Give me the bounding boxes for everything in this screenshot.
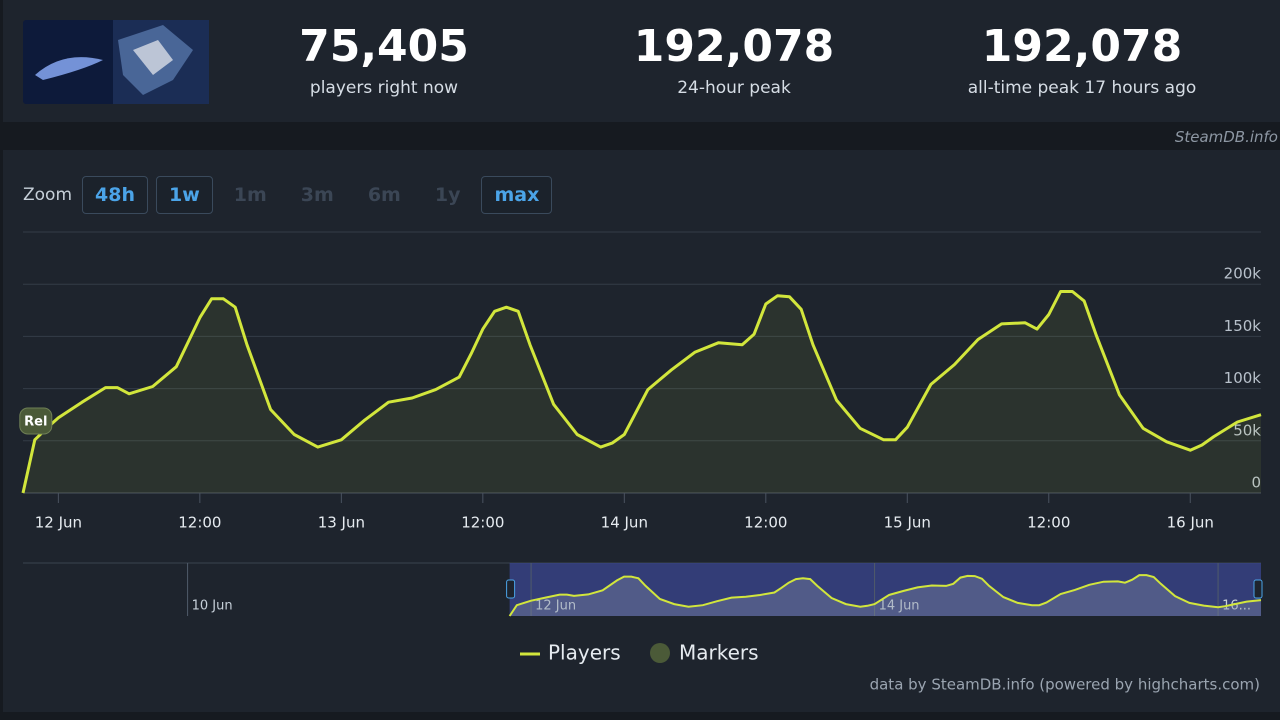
legend-marker xyxy=(650,643,670,663)
legend-label[interactable]: Markers xyxy=(679,641,759,665)
x-tick-label: 15 Jun xyxy=(884,514,931,532)
flag-label: Rel xyxy=(24,415,47,430)
navigator-tick-label: 10 Jun xyxy=(192,599,233,614)
zoom-button: 3m xyxy=(300,184,334,206)
x-tick-label: 12:00 xyxy=(1027,514,1070,532)
y-tick-label: 50k xyxy=(1233,421,1261,439)
zoom-button: 6m xyxy=(367,184,401,206)
x-tick-label: 13 Jun xyxy=(318,514,365,532)
legend-label[interactable]: Players xyxy=(548,641,621,665)
stat-label: players right now xyxy=(309,78,459,98)
stat-value: 192,078 xyxy=(981,21,1183,72)
zoom-bar: Zoom 48h 1w 1m 3m 6m 1y max xyxy=(23,176,553,214)
stat: 192,078 all-time peak 17 hours ago xyxy=(912,21,1252,99)
stat-value: 75,405 xyxy=(299,21,469,72)
stat-label: 24-hour peak xyxy=(677,78,791,98)
x-tick-label: 12:00 xyxy=(461,514,504,532)
zoom-button: 1m xyxy=(233,184,267,206)
flag xyxy=(19,407,53,435)
stat: 192,078 24-hour peak xyxy=(564,21,904,99)
series-line xyxy=(21,290,1262,494)
navigator-handle[interactable] xyxy=(1253,579,1263,599)
navigator-selection xyxy=(509,563,1261,616)
stat-label: all-time peak 17 hours ago xyxy=(967,78,1197,98)
y-tick-label: 200k xyxy=(1224,265,1262,283)
y-tick-label: 100k xyxy=(1224,369,1262,387)
x-tick-label: 12:00 xyxy=(744,514,787,532)
zoom-button[interactable]: 48h xyxy=(82,176,148,214)
x-tick-label: 16 Jun xyxy=(1167,514,1214,532)
zoom-button[interactable]: max xyxy=(481,176,553,214)
credits: data by SteamDB.info (powered by highcha… xyxy=(870,676,1260,694)
series-area xyxy=(23,291,1261,493)
watermark: SteamDB.info xyxy=(1174,128,1278,146)
y-tick-label: 0 xyxy=(1251,474,1261,492)
navigator-handle[interactable] xyxy=(506,579,516,599)
chart-panel xyxy=(3,150,1280,712)
navigator-line xyxy=(508,574,1262,617)
y-tick-label: 150k xyxy=(1224,317,1262,335)
x-tick-label: 12:00 xyxy=(178,514,221,532)
stat: 75,405 players right now xyxy=(214,21,554,99)
x-tick-label: 12 Jun xyxy=(35,514,82,532)
navigator-tick-label: 14 Jun xyxy=(879,599,920,614)
zoom-button: 1y xyxy=(434,184,461,206)
stat-value: 192,078 xyxy=(633,21,835,72)
header-panel: 75,405 players right now 192,078 24-hour pe… xyxy=(3,0,1280,122)
zoom-button[interactable]: 1w xyxy=(155,176,213,214)
navigator-tick-label: 12 Jun xyxy=(535,599,576,614)
x-tick-label: 14 Jun xyxy=(601,514,648,532)
zoom-label: Zoom xyxy=(23,185,73,205)
game-logo[interactable] xyxy=(23,20,209,104)
